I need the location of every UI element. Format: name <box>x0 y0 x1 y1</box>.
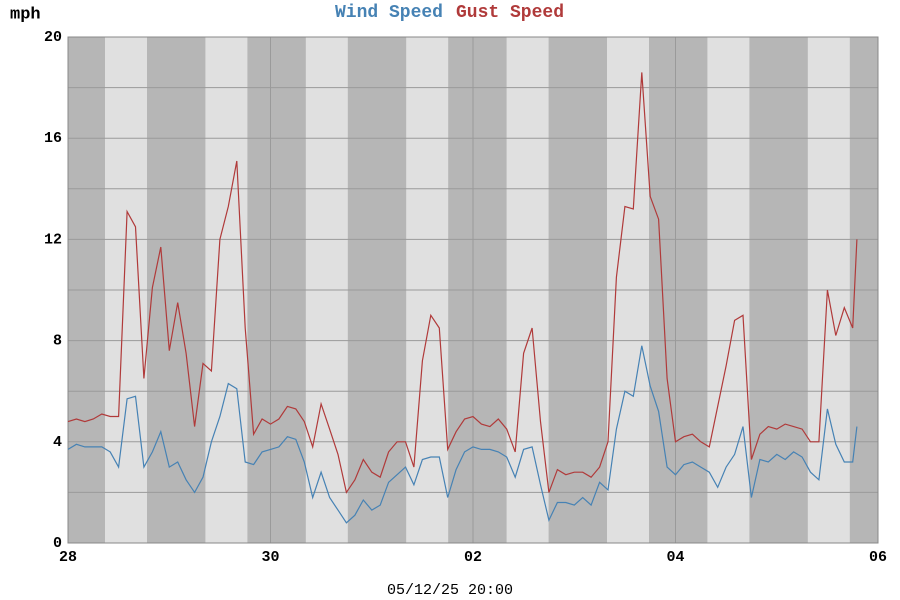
x-tick-label: 04 <box>666 549 684 566</box>
series-line <box>67 72 858 494</box>
series-line <box>67 345 858 524</box>
y-tick-label: 16 <box>44 130 62 147</box>
x-tick-label: 06 <box>869 549 887 566</box>
legend-entry: Gust Speed <box>456 3 564 23</box>
y-axis-label: mph <box>10 5 41 24</box>
y-tick-label: 4 <box>53 434 62 451</box>
y-tick-label: 20 <box>44 29 62 46</box>
y-tick-label: 8 <box>53 333 62 350</box>
x-tick-label: 28 <box>59 549 77 566</box>
y-tick-label: 12 <box>44 231 62 248</box>
y-tick-label: 0 <box>53 535 62 552</box>
x-tick-label: 30 <box>261 549 279 566</box>
x-tick-label: 02 <box>464 549 482 566</box>
x-axis-label: 05/12/25 20:00 <box>387 582 513 599</box>
legend-entry: Wind Speed <box>335 3 443 23</box>
plot-frame <box>67 36 879 544</box>
